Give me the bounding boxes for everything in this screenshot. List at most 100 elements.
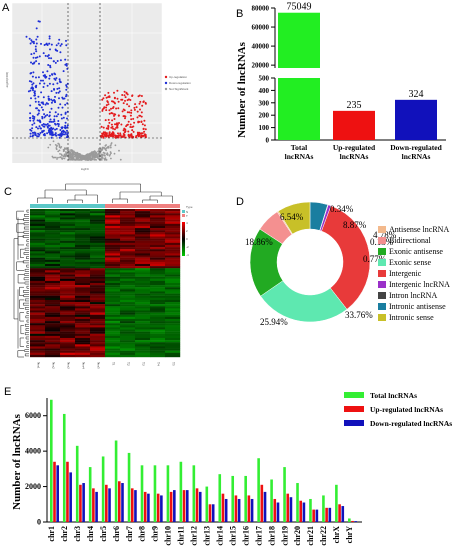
e-bar xyxy=(192,465,196,522)
column-labels: Nor1 Nor2 Nor3 Nor4 Nor5 T1 T2 T3 T4 T5 xyxy=(37,362,176,369)
volcano-point xyxy=(129,134,132,137)
volcano-point xyxy=(133,108,136,111)
heatmap-cell xyxy=(150,230,166,233)
heatmap-cell xyxy=(45,255,61,258)
b-tick-label: 200 xyxy=(259,112,270,120)
heatmap-cell xyxy=(30,340,46,343)
heatmap-cell xyxy=(30,276,46,279)
heatmap-cell xyxy=(120,323,136,326)
volcano-point xyxy=(98,149,101,152)
volcano-point xyxy=(49,129,51,132)
volcano-point xyxy=(69,158,71,161)
column-label: T4 xyxy=(157,362,161,366)
volcano-point xyxy=(139,100,142,103)
e-bar xyxy=(185,490,189,522)
volcano-point xyxy=(104,132,107,135)
volcano-point xyxy=(116,135,119,137)
color-scale-ticks: 4 2 0 -2 -4 xyxy=(186,221,189,257)
volcano-point xyxy=(59,44,62,47)
heatmap-cell xyxy=(120,340,136,343)
donut-legend-swatch xyxy=(378,314,386,321)
volcano-point xyxy=(46,126,49,129)
heatmap-cell xyxy=(165,321,181,324)
volcano-point xyxy=(48,131,50,134)
heatmap-cell xyxy=(60,268,76,271)
heatmap-cell xyxy=(75,333,91,337)
heatmap-cell xyxy=(45,350,61,353)
volcano-point xyxy=(114,144,117,147)
b-tick-label: 300 xyxy=(259,99,270,107)
legend-dot-down xyxy=(164,81,168,85)
heatmap-cell xyxy=(75,318,91,322)
heatmap-cell xyxy=(30,266,46,269)
volcano-point xyxy=(140,111,143,114)
heatmap-cell xyxy=(105,236,121,239)
volcano-point xyxy=(138,102,141,105)
heatmap-cell xyxy=(135,259,151,263)
volcano-point xyxy=(60,43,63,46)
e-bar xyxy=(134,490,137,522)
volcano-ylabel: -log10(FDR) xyxy=(5,72,9,89)
volcano-point xyxy=(35,126,38,129)
volcano-point xyxy=(60,130,63,133)
e-ylabel: Number of lncRNAs xyxy=(11,413,23,509)
heatmap-cell xyxy=(75,329,91,332)
volcano-point xyxy=(116,89,119,92)
heatmap-cell xyxy=(90,325,106,328)
heatmap-cell xyxy=(60,232,76,235)
volcano-point xyxy=(108,131,111,134)
heatmap-cell xyxy=(105,263,121,267)
heatmap-cell xyxy=(45,299,61,303)
heatmap-cell xyxy=(30,240,46,244)
donut-legend-swatch xyxy=(378,237,386,244)
heatmap-cell xyxy=(165,323,181,326)
volcano-point xyxy=(50,101,53,104)
volcano-point xyxy=(50,120,53,123)
heatmap-cell xyxy=(135,276,151,279)
heatmap-cell xyxy=(30,242,46,246)
heatmap-cell xyxy=(120,285,136,288)
heatmap-cell xyxy=(45,244,61,248)
e-legend-swatch xyxy=(344,392,364,398)
heatmap-cell xyxy=(30,263,46,267)
volcano-point xyxy=(30,97,32,100)
volcano-point xyxy=(75,156,78,159)
donut-value-label: 25.94% xyxy=(260,317,288,327)
volcano-point xyxy=(123,127,126,130)
volcano-point xyxy=(121,110,124,113)
volcano-point xyxy=(38,82,41,85)
heatmap-cell xyxy=(75,238,91,241)
volcano-point xyxy=(39,132,42,134)
e-tick-label: 2000 xyxy=(25,482,41,491)
heatmap-cell xyxy=(45,266,61,269)
b-category-label: Up-regulated xyxy=(333,143,376,152)
heatmap-cell xyxy=(105,352,121,356)
volcano-point xyxy=(105,159,108,161)
heatmap-cell xyxy=(90,283,106,286)
e-bar xyxy=(273,498,277,522)
volcano-point xyxy=(129,99,132,101)
heatmap-cell xyxy=(75,232,91,235)
heatmap-cell xyxy=(45,352,61,356)
heatmap-cell xyxy=(60,228,76,231)
e-category-label: chr4 xyxy=(86,526,95,542)
volcano-point xyxy=(101,134,104,137)
b-tick-label: 40000 xyxy=(252,43,270,51)
heatmap-cell xyxy=(165,308,181,311)
heatmap-cell xyxy=(60,280,76,284)
heatmap-cell xyxy=(45,316,61,320)
heatmap-cell xyxy=(30,329,46,332)
heatmap-cell xyxy=(30,272,46,275)
volcano-point xyxy=(37,132,40,135)
volcano-point xyxy=(37,127,39,130)
heatmap-cell xyxy=(60,211,76,214)
volcano-point xyxy=(121,98,124,101)
e-bar xyxy=(66,461,69,522)
heatmap-cell xyxy=(105,215,121,218)
heatmap-cell xyxy=(120,251,136,254)
heatmap-cell xyxy=(75,337,91,341)
heatmap-cell xyxy=(30,223,46,227)
e-category-label: chr13 xyxy=(203,526,212,546)
heatmap-cell xyxy=(45,354,61,358)
heatmap-cell xyxy=(45,297,61,301)
